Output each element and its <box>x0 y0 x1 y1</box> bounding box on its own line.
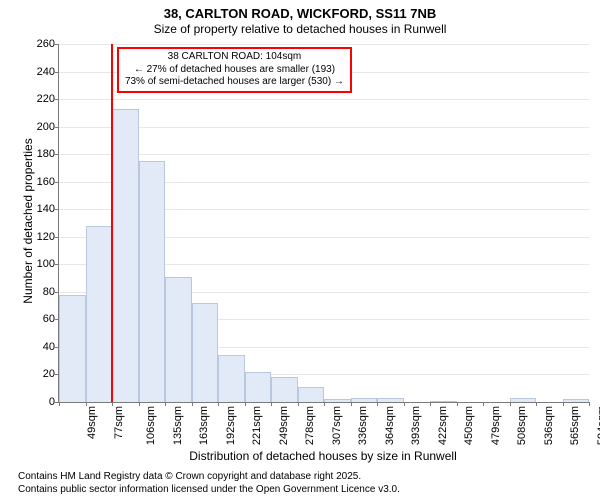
plot-area: 02040608010012014016018020022024026049sq… <box>58 44 589 403</box>
callout-box: 38 CARLTON ROAD: 104sqm← 27% of detached… <box>117 47 352 93</box>
xtick-mark <box>536 402 537 406</box>
property-marker-line <box>111 44 113 402</box>
xtick-mark <box>324 402 325 406</box>
xtick-mark <box>245 402 246 406</box>
callout-line-3: 73% of semi-detached houses are larger (… <box>125 76 344 89</box>
histogram-bar <box>510 398 537 402</box>
xtick-label: 508sqm <box>516 406 528 445</box>
histogram-bar <box>430 401 457 402</box>
ytick-label: 0 <box>49 396 59 408</box>
xtick-label: 565sqm <box>569 406 581 445</box>
xtick-label: 106sqm <box>145 406 157 445</box>
histogram-bar <box>377 398 404 402</box>
gridline <box>59 127 589 128</box>
xtick-label: 49sqm <box>86 406 98 439</box>
histogram-bar <box>165 277 192 402</box>
xtick-label: 307sqm <box>331 406 343 445</box>
xtick-label: 192sqm <box>225 406 237 445</box>
xtick-label: 364sqm <box>384 406 396 445</box>
xtick-mark <box>165 402 166 406</box>
ytick-label: 40 <box>43 341 59 353</box>
x-axis-label: Distribution of detached houses by size … <box>58 449 588 463</box>
ytick-label: 160 <box>37 176 59 188</box>
gridline <box>59 99 589 100</box>
histogram-bar <box>218 355 245 402</box>
xtick-label: 393sqm <box>410 406 422 445</box>
histogram-bar <box>563 399 590 402</box>
histogram-bar <box>192 303 219 402</box>
ytick-label: 240 <box>37 66 59 78</box>
xtick-mark <box>192 402 193 406</box>
xtick-label: 77sqm <box>113 406 125 439</box>
xtick-label: 336sqm <box>357 406 369 445</box>
xtick-mark <box>589 402 590 406</box>
xtick-mark <box>218 402 219 406</box>
ytick-label: 140 <box>37 203 59 215</box>
ytick-label: 80 <box>43 286 59 298</box>
chart-title: 38, CARLTON ROAD, WICKFORD, SS11 7NB <box>0 0 600 21</box>
ytick-label: 100 <box>37 258 59 270</box>
xtick-mark <box>59 402 60 406</box>
xtick-mark <box>351 402 352 406</box>
xtick-label: 278sqm <box>304 406 316 445</box>
callout-line-2: ← 27% of detached houses are smaller (19… <box>125 64 344 77</box>
xtick-label: 450sqm <box>463 406 475 445</box>
histogram-bar <box>351 398 378 402</box>
gridline <box>59 44 589 45</box>
histogram-bar <box>86 226 113 402</box>
ytick-label: 20 <box>43 368 59 380</box>
histogram-bar <box>271 377 298 402</box>
ytick-label: 220 <box>37 93 59 105</box>
chart-subtitle: Size of property relative to detached ho… <box>0 22 600 36</box>
xtick-label: 163sqm <box>198 406 210 445</box>
xtick-label: 422sqm <box>437 406 449 445</box>
xtick-mark <box>112 402 113 406</box>
histogram-bar <box>298 387 325 402</box>
xtick-mark <box>563 402 564 406</box>
ytick-label: 200 <box>37 121 59 133</box>
footer-attribution: Contains HM Land Registry data © Crown c… <box>18 471 400 496</box>
xtick-mark <box>271 402 272 406</box>
xtick-mark <box>298 402 299 406</box>
histogram-bar <box>112 109 139 402</box>
ytick-label: 120 <box>37 231 59 243</box>
xtick-mark <box>139 402 140 406</box>
callout-line-1: 38 CARLTON ROAD: 104sqm <box>125 51 344 64</box>
xtick-label: 536sqm <box>543 406 555 445</box>
footer-line-2: Contains public sector information licen… <box>18 484 400 497</box>
histogram-bar <box>324 399 351 402</box>
xtick-label: 249sqm <box>278 406 290 445</box>
footer-line-1: Contains HM Land Registry data © Crown c… <box>18 471 400 484</box>
ytick-label: 260 <box>37 38 59 50</box>
xtick-label: 221sqm <box>251 406 263 445</box>
histogram-bar <box>139 161 166 402</box>
xtick-mark <box>483 402 484 406</box>
xtick-mark <box>377 402 378 406</box>
xtick-mark <box>430 402 431 406</box>
histogram-bar <box>59 295 86 402</box>
y-axis-label: Number of detached properties <box>21 121 35 321</box>
xtick-label: 135sqm <box>172 406 184 445</box>
gridline <box>59 154 589 155</box>
histogram-bar <box>245 372 272 402</box>
xtick-label: 479sqm <box>490 406 502 445</box>
ytick-label: 180 <box>37 148 59 160</box>
xtick-mark <box>457 402 458 406</box>
xtick-mark <box>510 402 511 406</box>
xtick-mark <box>86 402 87 406</box>
xtick-mark <box>404 402 405 406</box>
xtick-label: 594sqm <box>596 406 600 445</box>
ytick-label: 60 <box>43 313 59 325</box>
